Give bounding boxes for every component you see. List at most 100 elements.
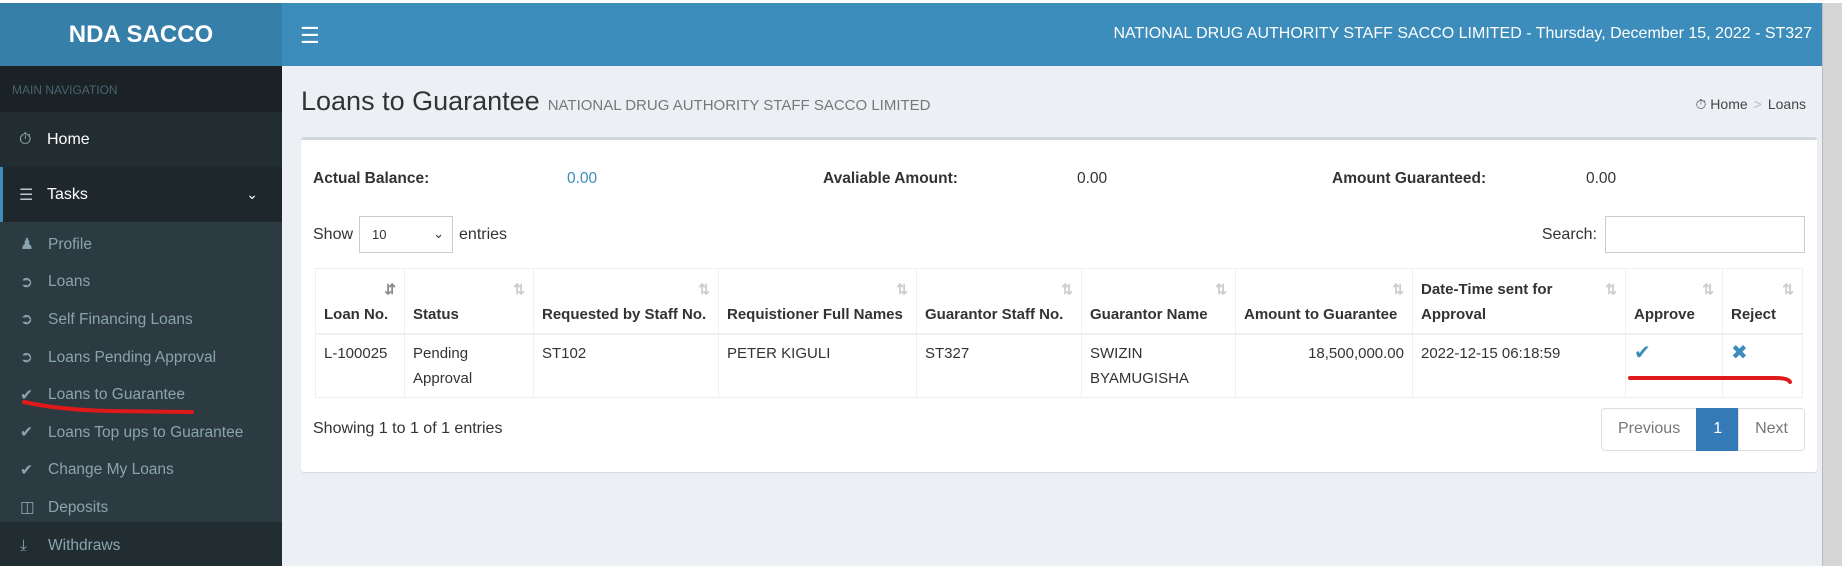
breadcrumb-home[interactable]: Home [1710, 96, 1748, 112]
cell-status: Pending Approval [404, 333, 534, 398]
col-status[interactable]: Status ⇅ [404, 268, 534, 335]
sort-asc-icon: ⇵ [384, 281, 396, 297]
sort-icon: ⇅ [513, 281, 525, 297]
sidebar-item-withdraws[interactable]: ⤓ Withdraws [0, 527, 282, 565]
label: Loans to Guarantee [48, 386, 186, 404]
available-amount-label: Avaliable Amount: [823, 170, 958, 187]
check-icon: ✔ [20, 461, 33, 479]
user-icon: ♟ [20, 236, 34, 254]
cell-reject: ✖ [1722, 333, 1803, 398]
scrollbar[interactable] [1822, 3, 1842, 566]
check-icon: ✔ [20, 386, 33, 404]
cell-datetime: 2022-12-15 06:18:59 [1412, 333, 1626, 398]
cell-loan-no: L-100025 [315, 333, 405, 398]
pagination: Previous 1 Next [1600, 408, 1805, 451]
sort-icon: ⇅ [1702, 281, 1714, 297]
label: Change My Loans [48, 461, 174, 479]
reject-x-icon[interactable]: ✖ [1731, 341, 1748, 364]
page-size-control: Show 10 ⌄ entries [313, 216, 507, 253]
previous-button[interactable]: Previous [1600, 408, 1698, 451]
cell-amount: 18,500,000.00 [1235, 333, 1413, 398]
col-reject[interactable]: Reject ⇅ [1722, 268, 1803, 335]
approve-check-icon[interactable]: ✔ [1634, 341, 1651, 364]
actual-balance-label: Actual Balance: [313, 170, 430, 187]
chevron-down-icon: ⌄ [246, 186, 258, 202]
table-info: Showing 1 to 1 of 1 entries [313, 420, 503, 437]
table-header-row: Loan No. ⇵ Status ⇅ Requested by Staff No.… [315, 268, 1803, 335]
col-loan-no[interactable]: Loan No. ⇵ [315, 268, 405, 335]
dashboard-icon: ⏱ [19, 130, 32, 148]
sidebar-item-profile[interactable]: ♟ Profile [0, 226, 282, 264]
sort-icon: ⇅ [698, 281, 710, 297]
next-button[interactable]: Next [1738, 408, 1805, 451]
cell-guarantor-name: SWIZIN BYAMUGISHA [1081, 333, 1236, 398]
sidebar-item-tasks[interactable]: ☰ Tasks ⌄ [0, 167, 282, 222]
sort-icon: ⇅ [1392, 281, 1404, 297]
money-icon: ◫ [20, 499, 35, 517]
breadcrumb: ⏱ Home > Loans [1695, 96, 1806, 112]
dashboard-icon: ⏱ [1695, 96, 1711, 112]
show-label: Show [313, 225, 354, 243]
label: Self Financing Loans [48, 310, 193, 328]
col-approve[interactable]: Approve ⇅ [1625, 268, 1723, 335]
tasks-submenu: ♟ Profile ➲ Loans ➲ Self Financing Loans ➲ L… [0, 222, 282, 554]
col-requisitioner[interactable]: Requistioner Full Names ⇅ [718, 268, 917, 335]
label: Tasks [47, 185, 88, 203]
sidebar-item-loans[interactable]: ➲ Loans [0, 264, 282, 302]
col-amount[interactable]: Amount to Guarantee ⇅ [1235, 268, 1413, 335]
cell-approve: ✔ [1625, 333, 1723, 398]
cell-guarantor-staff-no: ST327 [916, 333, 1082, 398]
amount-guaranteed-value: 0.00 [1586, 170, 1617, 187]
page-subtitle: NATIONAL DRUG AUTHORITY STAFF SACCO LIMI… [547, 97, 931, 114]
page-1-button[interactable]: 1 [1696, 408, 1740, 451]
sidebar-item-loans-to-guarantee[interactable]: ✔ Loans to Guarantee [0, 376, 282, 414]
logo[interactable]: NDA SACCO [0, 3, 282, 66]
header-title: NATIONAL DRUG AUTHORITY STAFF SACCO LIMI… [1113, 25, 1812, 42]
available-amount-value: 0.00 [1077, 170, 1108, 187]
sort-icon: ⇅ [1061, 281, 1073, 297]
sign-in-icon: ➲ [20, 311, 33, 329]
check-icon: ✔ [20, 424, 33, 442]
sidebar-item-loans-pending-approval[interactable]: ➲ Loans Pending Approval [0, 339, 282, 377]
tasks-icon: ☰ [19, 186, 34, 204]
loans-table: Loan No. ⇵ Status ⇅ Requested by Staff No.… [315, 268, 1803, 398]
sidebar-item-deposits[interactable]: ◫ Deposits [0, 489, 282, 527]
page-size-value: 10 [372, 227, 387, 242]
top-border [0, 0, 1842, 3]
page-title: Loans to Guarantee NATIONAL DRUG AUTHORIT… [301, 86, 931, 117]
amount-guaranteed-label: Amount Guaranteed: [1332, 170, 1487, 187]
col-requested-by[interactable]: Requested by Staff No. ⇅ [533, 268, 719, 335]
chevron-down-icon: ⌄ [433, 226, 445, 241]
actual-balance-value[interactable]: 0.00 [567, 170, 598, 187]
nav-header: MAIN NAVIGATION [0, 66, 282, 112]
top-navbar: ☰ NATIONAL DRUG AUTHORITY STAFF SACCO LI… [282, 3, 1822, 66]
label: Deposits [48, 498, 109, 516]
download-icon: ⤓ [20, 536, 27, 554]
cell-requisitioner: PETER KIGULI [718, 333, 917, 398]
label: Loans Top ups to Guarantee [48, 423, 244, 441]
sort-icon: ⇅ [896, 281, 908, 297]
breadcrumb-loans: Loans [1767, 96, 1806, 112]
menu-toggle-icon[interactable]: ☰ [300, 23, 320, 48]
search-input[interactable] [1605, 216, 1805, 253]
sign-in-icon: ➲ [20, 349, 33, 367]
sidebar-item-loans-top-ups[interactable]: ✔ Loans Top ups to Guarantee [0, 414, 282, 452]
cell-requested-by: ST102 [533, 333, 719, 398]
loans-box: Actual Balance: 0.00 Avaliable Amount: 0… [301, 137, 1817, 472]
col-guarantor-name[interactable]: Guarantor Name ⇅ [1081, 268, 1236, 335]
label: Withdraws [48, 536, 121, 554]
sort-icon: ⇅ [1605, 281, 1617, 297]
sidebar: MAIN NAVIGATION ⏱ Home ☰ Tasks ⌄ ♟ Profile ➲… [0, 66, 282, 566]
sidebar-item-change-my-loans[interactable]: ✔ Change My Loans [0, 452, 282, 490]
table-row: L-100025 Pending Approval ST102 PETER KI… [315, 333, 1803, 398]
sort-icon: ⇅ [1782, 281, 1794, 297]
col-guarantor-staff-no[interactable]: Guarantor Staff No. ⇅ [916, 268, 1082, 335]
col-datetime[interactable]: Date-Time sent for Approval ⇅ [1412, 268, 1626, 335]
sidebar-item-home[interactable]: ⏱ Home [0, 112, 282, 167]
sidebar-item-self-financing-loans[interactable]: ➲ Self Financing Loans [0, 301, 282, 339]
page-size-select[interactable]: 10 ⌄ [359, 216, 454, 253]
entries-label: entries [459, 225, 508, 243]
label: Home [47, 130, 90, 148]
label: Profile [48, 235, 92, 253]
label: Loans [48, 273, 91, 291]
